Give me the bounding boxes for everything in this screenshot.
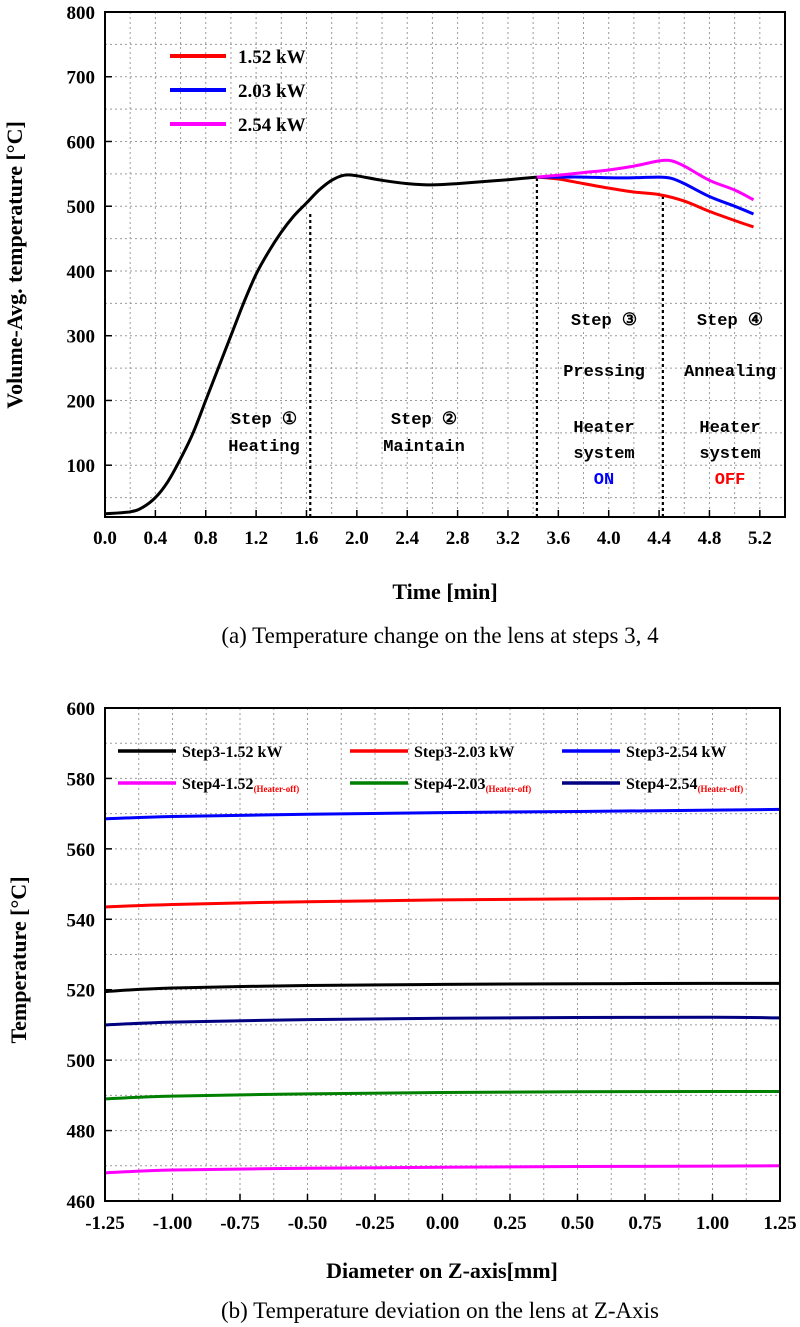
- x-tick-label: 1.25: [763, 1213, 796, 1234]
- step3-title: Step ③: [571, 312, 637, 331]
- x-tick-label: 0.75: [628, 1213, 661, 1234]
- chart-b-caption: (b) Temperature deviation on the lens at…: [221, 1298, 659, 1323]
- series-line-0: [104, 173, 538, 516]
- x-tick-label: 0.8: [194, 528, 218, 549]
- step4-label: Annealing: [684, 363, 776, 382]
- chart-a-grid: [105, 12, 785, 517]
- chart-a-xlabel: Time [min]: [392, 579, 497, 604]
- y-tick-label: 300: [67, 327, 96, 348]
- x-tick-label: 0.0: [93, 528, 117, 549]
- step2-label: Maintain: [383, 438, 465, 457]
- chart-a: 0.0 0.4 0.8 1.2 1.6 2.0 2.4 2.8 3.2 3.6 4.0 4.4 4.8 5…: [2, 3, 786, 648]
- y-tick-label: 540: [67, 910, 96, 931]
- x-tick-label: 0.50: [561, 1213, 594, 1234]
- legend-suffix: (Heater-off): [698, 784, 744, 794]
- x-tick-label: 4.4: [647, 528, 671, 549]
- legend-label: Step3-2.03 kW: [414, 744, 514, 761]
- legend-suffix: (Heater-off): [486, 784, 532, 794]
- y-tick-label: 700: [67, 68, 96, 89]
- y-tick-label: 800: [67, 3, 96, 24]
- x-tick-label: 1.2: [244, 528, 268, 549]
- y-tick-label: 480: [67, 1122, 96, 1143]
- x-tick-label: 0.25: [493, 1213, 526, 1234]
- series-line-3: [536, 158, 755, 202]
- series-line-0: [104, 981, 781, 993]
- chart-a-legend: 1.52 kW 2.03 kW 2.54 kW: [170, 47, 306, 136]
- legend-label: 2.54 kW: [238, 115, 306, 136]
- chart-b-series: [104, 807, 781, 1175]
- chart-a-ticks: 0.0 0.4 0.8 1.2 1.6 2.0 2.4 2.8 3.2 3.6 4.0 4.4 4.8 5…: [67, 3, 772, 549]
- chart-a-frame: [104, 11, 786, 518]
- y-tick-label: 400: [67, 262, 96, 283]
- y-tick-label: 500: [67, 197, 96, 218]
- step2-title: Step ②: [391, 411, 457, 430]
- legend-suffix: (Heater-off): [254, 784, 300, 794]
- chart-b-ticks: -1.25 -1.00 -0.75 -0.50 -0.25 0.00 0.25 0.50 0.7…: [67, 699, 797, 1234]
- y-tick-label: 600: [67, 132, 96, 153]
- series-line-1: [536, 175, 754, 229]
- x-tick-label: 2.8: [446, 528, 470, 549]
- chart-a-step-dividers: [309, 177, 664, 517]
- x-tick-label: -0.50: [288, 1213, 328, 1234]
- step3-state: ON: [594, 471, 614, 490]
- y-tick-label: 600: [67, 699, 96, 720]
- legend-label: 1.52 kW: [238, 47, 306, 68]
- x-tick-label: 1.6: [295, 528, 319, 549]
- step4-system: system: [699, 445, 760, 464]
- x-tick-label: 0.00: [426, 1213, 459, 1234]
- chart-a-series: [104, 158, 755, 516]
- series-line-1: [104, 896, 781, 909]
- chart-a-caption: (a) Temperature change on the lens at st…: [221, 623, 659, 648]
- step1-label: Heating: [228, 438, 299, 457]
- x-tick-label: -0.75: [220, 1213, 260, 1234]
- x-tick-label: 4.8: [698, 528, 722, 549]
- y-tick-label: 500: [67, 1051, 96, 1072]
- step4-heater: Heater: [699, 419, 760, 438]
- x-tick-label: 3.2: [496, 528, 520, 549]
- x-tick-label: 5.2: [748, 528, 772, 549]
- legend-label: Step3-2.54 kW: [626, 744, 726, 761]
- step3-system: system: [573, 445, 634, 464]
- y-tick-label: 200: [67, 391, 96, 412]
- y-tick-label: 520: [67, 981, 96, 1002]
- series-line-5: [104, 1015, 781, 1027]
- x-tick-label: 2.0: [345, 528, 369, 549]
- chart-b-xlabel: Diameter on Z-axis[mm]: [326, 1258, 558, 1283]
- legend-label: 2.03 kW: [238, 81, 306, 102]
- x-tick-label: 3.6: [546, 528, 570, 549]
- step3-label: Pressing: [563, 363, 645, 382]
- series-line-2: [104, 807, 781, 821]
- legend-label: Step3-1.52 kW: [182, 744, 282, 761]
- y-tick-label: 580: [67, 769, 96, 790]
- chart-a-ylabel: Volume-Avg. temperature [°C]: [2, 121, 27, 409]
- chart-b: -1.25 -1.00 -0.75 -0.50 -0.25 0.00 0.25 0.50 0.7…: [6, 699, 797, 1323]
- step3-heater: Heater: [573, 419, 634, 438]
- chart-b-grid: [105, 708, 780, 1201]
- step4-state: OFF: [715, 471, 746, 490]
- x-tick-label: 2.4: [395, 528, 419, 549]
- y-tick-label: 100: [67, 456, 96, 477]
- y-tick-label: 560: [67, 840, 96, 861]
- series-line-2: [536, 175, 755, 216]
- x-tick-label: -1.25: [85, 1213, 125, 1234]
- step4-title: Step ④: [697, 312, 763, 331]
- chart-b-legend: Step3-1.52 kW Step3-2.03 kW Step3-2.54 kW S…: [118, 744, 743, 794]
- chart-b-ylabel: Temperature [°C]: [6, 876, 31, 1043]
- x-tick-label: 0.4: [143, 528, 167, 549]
- x-tick-label: -1.00: [153, 1213, 193, 1234]
- x-tick-label: 1.00: [696, 1213, 729, 1234]
- legend-label: Step4-2.03(Heater-off): [414, 776, 531, 794]
- x-tick-label: -0.25: [355, 1213, 395, 1234]
- step1-title: Step ①: [231, 411, 297, 430]
- series-line-4: [104, 1089, 781, 1101]
- y-tick-label: 460: [67, 1192, 96, 1213]
- series-line-3: [104, 1164, 781, 1175]
- x-tick-label: 4.0: [597, 528, 621, 549]
